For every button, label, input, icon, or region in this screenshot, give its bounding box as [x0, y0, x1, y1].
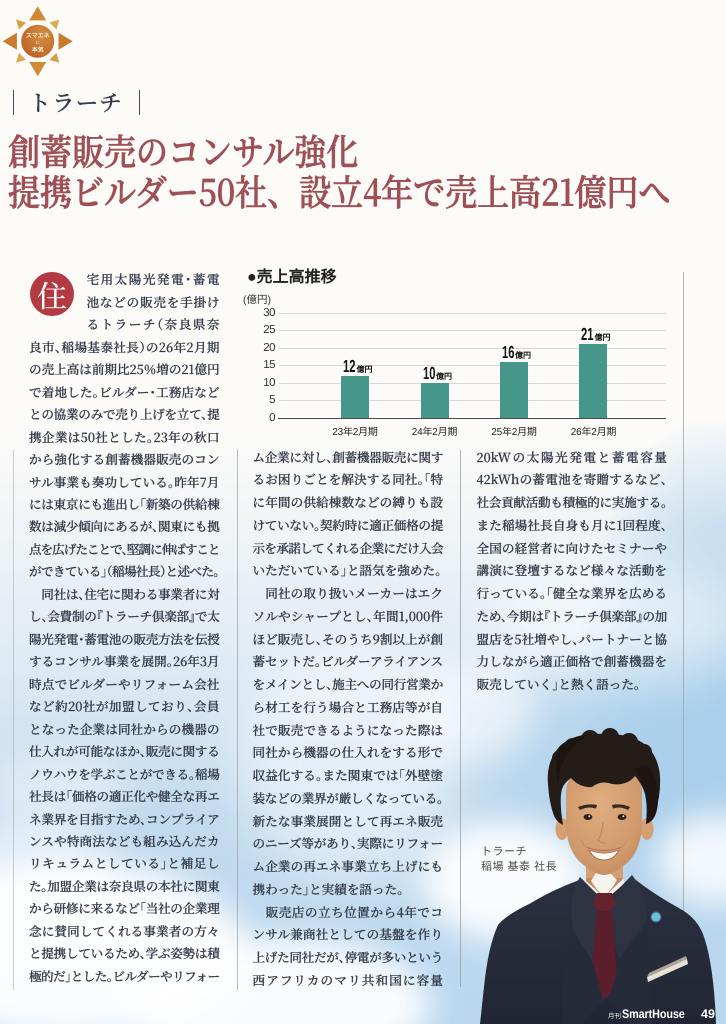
- svg-text:に: に: [35, 40, 40, 45]
- svg-text:スマエネ: スマエネ: [26, 33, 50, 40]
- svg-text:本気: 本気: [32, 46, 44, 54]
